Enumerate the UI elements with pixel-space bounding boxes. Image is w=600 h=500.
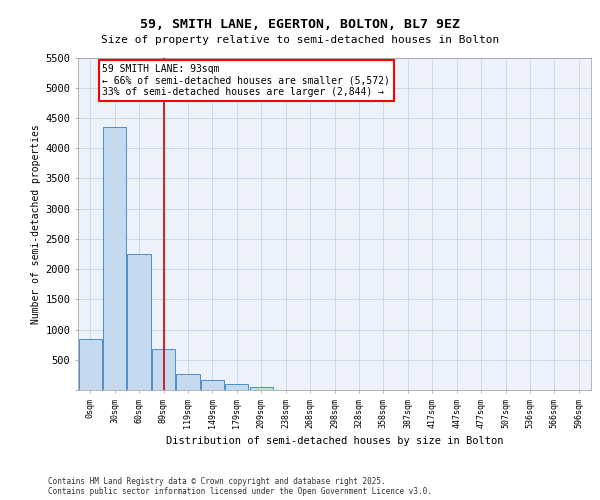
Bar <box>225 384 248 390</box>
Text: 59 SMITH LANE: 93sqm
← 66% of semi-detached houses are smaller (5,572)
33% of se: 59 SMITH LANE: 93sqm ← 66% of semi-detac… <box>103 64 391 96</box>
Bar <box>79 338 102 390</box>
Bar <box>176 374 200 390</box>
Text: Size of property relative to semi-detached houses in Bolton: Size of property relative to semi-detach… <box>101 35 499 45</box>
Text: Contains public sector information licensed under the Open Government Licence v3: Contains public sector information licen… <box>48 487 432 496</box>
Text: Contains HM Land Registry data © Crown copyright and database right 2025.: Contains HM Land Registry data © Crown c… <box>48 477 386 486</box>
Bar <box>127 254 151 390</box>
Bar <box>152 349 175 390</box>
X-axis label: Distribution of semi-detached houses by size in Bolton: Distribution of semi-detached houses by … <box>166 436 503 446</box>
Bar <box>250 387 273 390</box>
Text: 59, SMITH LANE, EGERTON, BOLTON, BL7 9EZ: 59, SMITH LANE, EGERTON, BOLTON, BL7 9EZ <box>140 18 460 30</box>
Bar <box>201 380 224 390</box>
Bar <box>103 127 126 390</box>
Y-axis label: Number of semi-detached properties: Number of semi-detached properties <box>31 124 41 324</box>
